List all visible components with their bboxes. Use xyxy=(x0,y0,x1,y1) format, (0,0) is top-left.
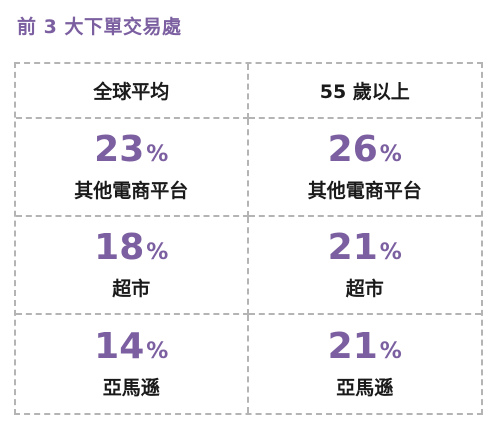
stat-number: 21 xyxy=(327,226,378,268)
stat-label: 超市 xyxy=(345,277,384,300)
stat-cell: 26% 其他電商平台 xyxy=(248,119,481,217)
stat-value: 26% xyxy=(327,128,402,170)
column-header-label: 55 歲以上 xyxy=(319,81,410,103)
stat-cell: 14% 亞馬遜 xyxy=(16,315,249,413)
stat-value: 14% xyxy=(94,325,169,367)
stat-number: 23 xyxy=(94,128,145,170)
stat-cell: 18% 超市 xyxy=(16,217,249,315)
stat-cell: 23% 其他電商平台 xyxy=(16,119,249,217)
column-header-global: 全球平均 xyxy=(16,64,249,119)
stat-number: 26 xyxy=(327,128,378,170)
stat-unit: % xyxy=(379,141,402,167)
stat-unit: % xyxy=(146,338,169,364)
stat-unit: % xyxy=(379,338,402,364)
stat-value: 23% xyxy=(94,128,169,170)
stat-value: 21% xyxy=(327,325,402,367)
column-header-55-plus: 55 歲以上 xyxy=(248,64,481,119)
stat-cell: 21% 超市 xyxy=(248,217,481,315)
stat-label: 超市 xyxy=(112,277,151,300)
stat-label: 其他電商平台 xyxy=(307,179,422,202)
stat-cell: 21% 亞馬遜 xyxy=(249,315,482,413)
stat-unit: % xyxy=(379,239,402,265)
stat-value: 21% xyxy=(327,226,402,268)
stat-label: 亞馬遜 xyxy=(102,376,160,399)
stat-label: 其他電商平台 xyxy=(74,179,189,202)
stat-label: 亞馬遜 xyxy=(336,376,394,399)
comparison-table: 全球平均 55 歲以上 23% 其他電商平台 26% 其他電商平台 18% 超市… xyxy=(14,62,483,415)
stat-number: 18 xyxy=(94,226,145,268)
stat-unit: % xyxy=(146,141,169,167)
column-header-label: 全球平均 xyxy=(93,81,170,103)
stat-value: 18% xyxy=(94,226,169,268)
page-title: 前 3 大下單交易處 xyxy=(17,16,182,38)
stat-number: 21 xyxy=(327,325,378,367)
stat-unit: % xyxy=(146,239,169,265)
stat-number: 14 xyxy=(94,325,145,367)
